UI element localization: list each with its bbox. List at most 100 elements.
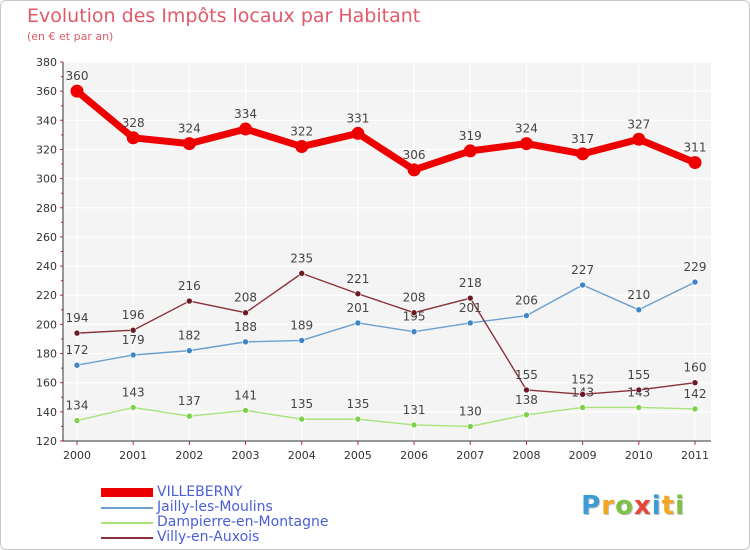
data-point-villy-en-auxois <box>523 386 530 394</box>
data-label-jailly-les-moulins: 229 <box>684 260 707 274</box>
data-point-villeberny <box>351 126 365 140</box>
data-point-jailly-les-moulins <box>73 361 81 369</box>
y-tick-label: 200 <box>36 318 57 331</box>
data-label-dampierre-en-montagne: 135 <box>346 397 369 411</box>
x-tick-label: 2006 <box>400 449 428 462</box>
data-label-villeberny: 327 <box>627 117 650 131</box>
y-tick-label: 120 <box>36 435 57 448</box>
series-line-dampierre-en-montagne <box>76 406 696 428</box>
data-point-villeberny <box>126 131 140 145</box>
data-label-villy-en-auxois: 196 <box>122 308 145 322</box>
data-point-villeberny <box>182 137 196 151</box>
data-label-villeberny: 319 <box>459 129 482 143</box>
plot-area <box>63 62 711 441</box>
x-tick-label: 2003 <box>232 449 260 462</box>
data-point-dampierre-en-montagne <box>298 415 306 423</box>
data-label-dampierre-en-montagne: 142 <box>684 387 707 401</box>
x-tick-label: 2008 <box>512 449 540 462</box>
y-tick-label: 160 <box>36 377 57 390</box>
data-point-jailly-les-moulins <box>523 312 530 319</box>
data-point-villeberny <box>576 147 590 161</box>
x-tick-label: 2004 <box>288 449 316 462</box>
data-point-jailly-les-moulins <box>635 306 643 314</box>
data-point-villeberny <box>295 140 309 154</box>
legend-item: Dampierre-en-Montagne <box>101 515 329 530</box>
data-label-dampierre-en-montagne: 138 <box>515 393 538 407</box>
legend-swatch <box>101 488 153 497</box>
data-point-jailly-les-moulins <box>410 328 418 335</box>
data-label-dampierre-en-montagne: 141 <box>234 388 257 402</box>
y-tick-label: 180 <box>36 348 57 361</box>
data-point-villy-en-auxois <box>354 290 362 298</box>
data-label-dampierre-en-montagne: 131 <box>403 403 426 417</box>
data-point-villy-en-auxois <box>298 270 306 277</box>
data-point-villeberny <box>519 137 533 151</box>
data-label-villy-en-auxois: 155 <box>515 368 538 382</box>
data-point-villy-en-auxois <box>410 309 418 317</box>
logo-letter: t <box>661 491 676 521</box>
logo-letter: i <box>675 491 685 521</box>
data-label-villy-en-auxois: 235 <box>290 251 313 265</box>
data-label-jailly-les-moulins: 201 <box>346 301 369 315</box>
data-label-jailly-les-moulins: 179 <box>122 333 145 347</box>
y-tick-label: 380 <box>36 56 57 69</box>
x-tick-label: 2001 <box>119 449 147 462</box>
data-point-villy-en-auxois <box>691 379 699 386</box>
data-point-dampierre-en-montagne <box>410 421 418 429</box>
legend-item: Jailly-les-Moulins <box>101 500 329 515</box>
legend: VILLEBERNY Jailly-les-Moulins Dampierre-en… <box>101 485 329 545</box>
data-point-jailly-les-moulins <box>466 319 474 327</box>
y-tick-label: 320 <box>36 143 57 156</box>
data-point-villeberny <box>632 132 646 146</box>
data-point-dampierre-en-montagne <box>579 404 586 411</box>
data-label-jailly-les-moulins: 188 <box>234 320 257 334</box>
series-line-jailly-les-moulins <box>76 281 696 366</box>
x-tick-label: 2002 <box>175 449 203 462</box>
data-point-jailly-les-moulins <box>579 281 586 289</box>
data-point-jailly-les-moulins <box>354 319 362 327</box>
data-label-villy-en-auxois: 216 <box>178 279 201 293</box>
data-label-villeberny: 324 <box>178 122 201 136</box>
y-tick-label: 260 <box>36 231 57 244</box>
data-label-dampierre-en-montagne: 130 <box>459 404 482 418</box>
data-label-villeberny: 322 <box>290 125 313 139</box>
logo-letter: x <box>633 491 652 521</box>
x-tick-label: 2007 <box>456 449 484 462</box>
data-point-dampierre-en-montagne <box>691 405 699 413</box>
data-point-dampierre-en-montagne <box>73 417 81 424</box>
data-label-villeberny: 331 <box>346 111 369 125</box>
data-label-jailly-les-moulins: 189 <box>290 318 313 332</box>
legend-swatch <box>101 506 153 509</box>
data-label-villeberny: 317 <box>571 132 594 146</box>
y-tick-label: 140 <box>36 406 57 419</box>
series-line-villy-en-auxois <box>76 272 696 396</box>
data-label-jailly-les-moulins: 227 <box>571 263 594 277</box>
legend-item: Villy-en-Auxois <box>101 530 329 545</box>
legend-label: Villy-en-Auxois <box>157 529 260 545</box>
data-label-villy-en-auxois: 194 <box>66 311 89 325</box>
data-point-dampierre-en-montagne <box>129 404 137 411</box>
data-point-dampierre-en-montagne <box>635 404 643 411</box>
data-point-dampierre-en-montagne <box>354 415 362 423</box>
y-tick-label: 280 <box>36 202 57 215</box>
data-point-villy-en-auxois <box>242 309 249 317</box>
data-point-villeberny <box>688 156 702 170</box>
y-tick-label: 240 <box>36 260 57 273</box>
data-point-villeberny <box>70 84 84 98</box>
legend-swatch <box>101 536 153 539</box>
data-label-dampierre-en-montagne: 134 <box>66 399 89 413</box>
logo-letter: o <box>615 491 634 521</box>
data-point-jailly-les-moulins <box>298 337 306 344</box>
legend-label: VILLEBERNY <box>157 484 243 500</box>
data-point-jailly-les-moulins <box>129 351 137 359</box>
data-label-villeberny: 324 <box>515 122 538 136</box>
data-label-jailly-les-moulins: 182 <box>178 329 201 343</box>
data-point-villeberny <box>407 163 421 177</box>
data-label-jailly-les-moulins: 206 <box>515 294 538 308</box>
data-point-villy-en-auxois <box>466 294 474 302</box>
data-label-dampierre-en-montagne: 137 <box>178 394 201 408</box>
logo-letter: r <box>601 491 616 521</box>
y-tick-label: 360 <box>36 85 57 98</box>
data-label-jailly-les-moulins: 195 <box>403 310 426 324</box>
